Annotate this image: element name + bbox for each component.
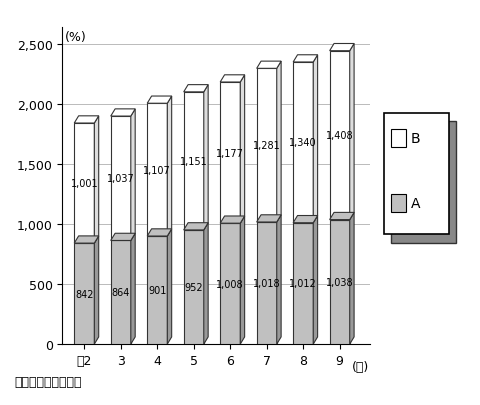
Text: 1,107: 1,107: [144, 165, 171, 175]
Polygon shape: [111, 110, 135, 117]
Text: 資料：障害者福祉課: 資料：障害者福祉課: [14, 375, 82, 388]
Text: 1,018: 1,018: [253, 278, 280, 288]
Text: 1,151: 1,151: [180, 156, 208, 166]
Polygon shape: [313, 216, 318, 344]
Polygon shape: [131, 234, 135, 344]
Text: (年): (年): [352, 360, 369, 373]
Text: 1,177: 1,177: [216, 148, 244, 158]
Text: 864: 864: [111, 288, 130, 298]
Bar: [293, 63, 313, 223]
Polygon shape: [74, 236, 99, 243]
Bar: [147, 237, 168, 344]
Polygon shape: [95, 236, 99, 344]
Bar: [257, 222, 277, 344]
Text: A: A: [410, 196, 420, 210]
Text: 1,340: 1,340: [289, 138, 317, 148]
Polygon shape: [95, 117, 99, 243]
Text: 1,037: 1,037: [107, 174, 135, 184]
Polygon shape: [147, 229, 172, 237]
Bar: [111, 117, 131, 241]
Bar: [220, 83, 240, 224]
Polygon shape: [293, 216, 318, 223]
Bar: [184, 93, 204, 230]
Bar: [74, 124, 95, 243]
Text: 1,408: 1,408: [326, 131, 353, 141]
Text: 842: 842: [75, 289, 94, 299]
Polygon shape: [111, 234, 135, 241]
Polygon shape: [350, 213, 354, 344]
Text: (%): (%): [65, 31, 87, 44]
Polygon shape: [204, 85, 208, 230]
Polygon shape: [131, 110, 135, 241]
Polygon shape: [74, 117, 99, 124]
Polygon shape: [220, 76, 245, 83]
Bar: [147, 104, 168, 237]
Bar: [257, 69, 277, 222]
Polygon shape: [257, 215, 281, 222]
Polygon shape: [313, 55, 318, 223]
Text: 1,008: 1,008: [216, 279, 244, 289]
Polygon shape: [184, 223, 208, 230]
Bar: [111, 241, 131, 344]
Bar: [293, 223, 313, 344]
Bar: [330, 51, 350, 220]
Text: 901: 901: [148, 286, 167, 295]
Polygon shape: [293, 55, 318, 63]
Bar: [330, 220, 350, 344]
Polygon shape: [220, 216, 245, 224]
Bar: [184, 230, 204, 344]
Polygon shape: [240, 76, 245, 224]
Polygon shape: [257, 62, 281, 69]
Polygon shape: [350, 45, 354, 220]
Polygon shape: [168, 97, 172, 237]
Text: 1,038: 1,038: [326, 277, 353, 287]
Polygon shape: [168, 229, 172, 344]
Text: 1,012: 1,012: [289, 279, 317, 289]
Text: 952: 952: [184, 282, 203, 292]
Polygon shape: [240, 216, 245, 344]
Text: B: B: [410, 132, 420, 145]
Polygon shape: [330, 213, 354, 220]
Text: 1,281: 1,281: [253, 141, 281, 151]
Polygon shape: [277, 62, 281, 222]
Bar: [220, 224, 240, 344]
Polygon shape: [147, 97, 172, 104]
Bar: [74, 243, 95, 344]
Polygon shape: [184, 85, 208, 93]
Text: 1,001: 1,001: [71, 179, 98, 189]
Polygon shape: [330, 45, 354, 51]
Polygon shape: [204, 223, 208, 344]
Polygon shape: [277, 215, 281, 344]
